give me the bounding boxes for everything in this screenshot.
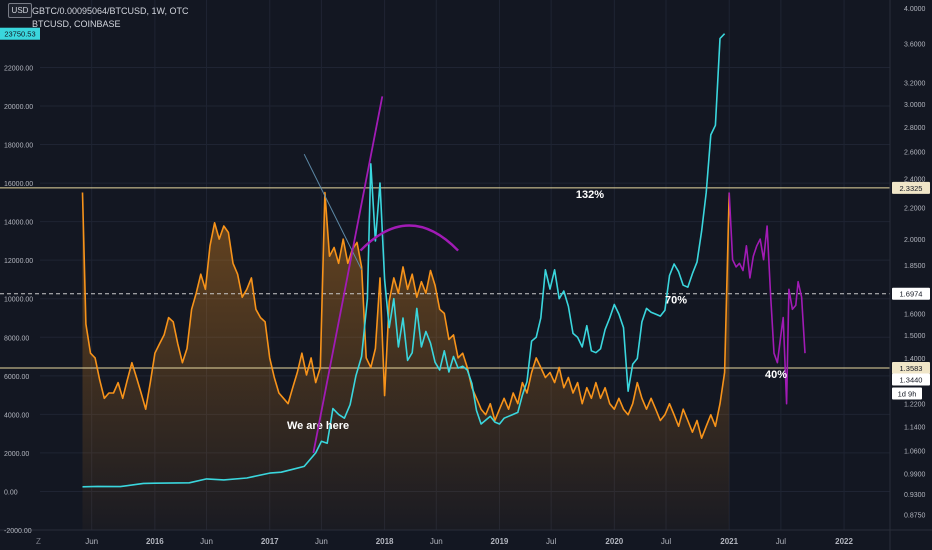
x-tick-label: Jul bbox=[661, 537, 671, 546]
right-tick-label: 2.8000 bbox=[904, 125, 926, 132]
x-tick-label: 2016 bbox=[146, 537, 164, 546]
right-tick-label: 0.9300 bbox=[904, 492, 926, 499]
value-badge-label: 1.6974 bbox=[900, 290, 923, 299]
left-tick-label: 2000.00 bbox=[4, 451, 29, 458]
symbol-subtitle: BTCUSD, COINBASE bbox=[32, 19, 121, 29]
value-badge bbox=[892, 181, 930, 194]
x-tick-label: 2020 bbox=[605, 537, 623, 546]
value-badge bbox=[892, 361, 930, 374]
x-tick-label: 2018 bbox=[376, 537, 394, 546]
left-tick-label: 14000.00 bbox=[4, 220, 33, 227]
x-tick-label: Jun bbox=[200, 537, 213, 546]
left-tick-label: 4000.00 bbox=[4, 412, 29, 419]
x-tick-label: 2022 bbox=[835, 537, 853, 546]
right-tick-label: 1.1400 bbox=[904, 424, 926, 431]
series-line bbox=[81, 191, 730, 439]
right-tick-label: 1.0600 bbox=[904, 449, 926, 456]
area-fills bbox=[82, 192, 730, 530]
countdown-badge bbox=[892, 387, 922, 400]
left-tick-label: 8000.00 bbox=[4, 335, 29, 342]
x-tick-label: Jun bbox=[430, 537, 443, 546]
x-tick-label: Jun bbox=[315, 537, 328, 546]
right-tick-label: 3.2000 bbox=[904, 81, 926, 88]
series-lines bbox=[81, 33, 806, 488]
x-tick-label: 2017 bbox=[261, 537, 279, 546]
x-tick-label: 2021 bbox=[720, 537, 738, 546]
right-tick-label: 0.9900 bbox=[904, 471, 926, 478]
currency-badge[interactable]: USD bbox=[8, 3, 32, 18]
level-percent-label: 70% bbox=[665, 295, 687, 307]
series-area-fill bbox=[82, 192, 730, 530]
series-line bbox=[728, 192, 806, 405]
series-line bbox=[82, 33, 726, 488]
x-tick-label: 2019 bbox=[491, 537, 509, 546]
left-tick-label: 20000.00 bbox=[4, 104, 33, 111]
x-tick-label: Jul bbox=[546, 537, 556, 546]
right-tick-label: 1.2200 bbox=[904, 402, 926, 409]
rounding-top-arc bbox=[359, 224, 459, 252]
x-tick-label: Jul bbox=[776, 537, 786, 546]
countdown-label: 1d 9h bbox=[898, 389, 917, 398]
value-badge-label: 2.3325 bbox=[900, 184, 923, 193]
right-tick-label: 1.5000 bbox=[904, 333, 926, 340]
right-tick-label: 3.6000 bbox=[904, 41, 926, 48]
right-tick-label: 4.0000 bbox=[904, 6, 926, 13]
left-tick-label: 6000.00 bbox=[4, 374, 29, 381]
left-tick-label: 0.00 bbox=[4, 489, 18, 496]
left-tick-label: 16000.00 bbox=[4, 181, 33, 188]
left-tick-label: 10000.00 bbox=[4, 297, 33, 304]
right-tick-label: 1.8500 bbox=[904, 263, 926, 270]
level-percent-label: 40% bbox=[765, 369, 787, 381]
left-tick-label: 12000.00 bbox=[4, 258, 33, 265]
value-badge-label: 1.3440 bbox=[900, 375, 923, 384]
corner-label: Z bbox=[36, 537, 41, 546]
left-tick-label: 18000.00 bbox=[4, 143, 33, 150]
value-badge-label: 1.3583 bbox=[900, 364, 923, 373]
right-tick-label: 1.4000 bbox=[904, 356, 926, 363]
level-lines bbox=[0, 187, 890, 369]
level-percent-label: 132% bbox=[576, 189, 604, 201]
right-tick-label: 0.8750 bbox=[904, 512, 926, 519]
annotations: 132%70%40%We are here bbox=[287, 96, 787, 454]
right-tick-label: 2.6000 bbox=[904, 150, 926, 157]
symbol-title: GBTC/0.00095064/BTCUSD, 1W, OTC bbox=[32, 6, 189, 16]
right-tick-label: 2.2000 bbox=[904, 205, 926, 212]
parabolic-trend-line bbox=[312, 96, 384, 454]
value-badge bbox=[892, 287, 930, 300]
right-tick-label: 3.0000 bbox=[904, 102, 926, 109]
right-tick-label: 2.4000 bbox=[904, 176, 926, 183]
last-value-badge bbox=[0, 27, 40, 40]
right-tick-label: 1.6000 bbox=[904, 311, 926, 318]
right-tick-label: 2.0000 bbox=[904, 237, 926, 244]
x-tick-label: Jun bbox=[85, 537, 98, 546]
last-value-label: 23750.53 bbox=[4, 30, 35, 39]
value-badge bbox=[892, 373, 930, 386]
left-tick-label: 22000.00 bbox=[4, 65, 33, 72]
left-tick-label: -2000.00 bbox=[4, 528, 32, 535]
